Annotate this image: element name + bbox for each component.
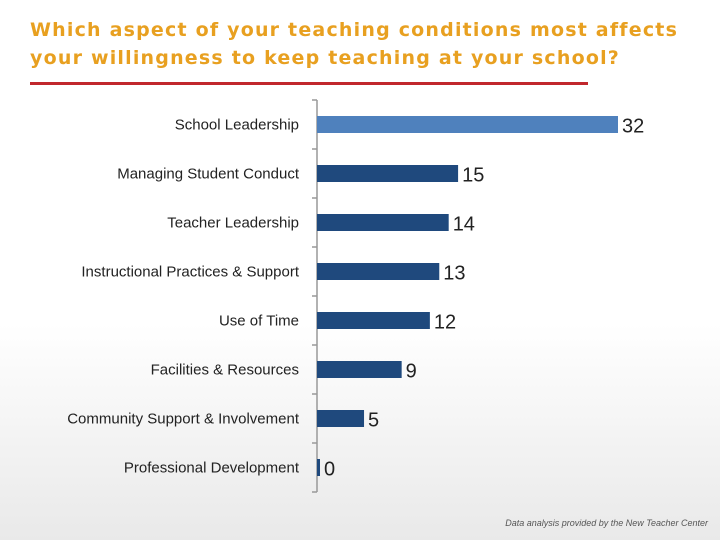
bar bbox=[317, 165, 459, 182]
title-underline bbox=[30, 82, 588, 85]
bar bbox=[317, 312, 430, 329]
category-label: Community Support & Involvement bbox=[67, 411, 300, 428]
data-label: 12 bbox=[434, 312, 456, 334]
chart-title-line-2: your willingness to keep teaching at you… bbox=[30, 47, 621, 69]
data-label: 5 bbox=[368, 410, 379, 432]
chart-title: Which aspect of your teaching conditions… bbox=[30, 16, 720, 72]
data-label: 13 bbox=[443, 263, 465, 285]
bar bbox=[317, 263, 440, 280]
data-label: 0 bbox=[324, 459, 335, 481]
category-label: Instructional Practices & Support bbox=[81, 264, 299, 281]
data-label: 9 bbox=[406, 361, 417, 383]
category-label: School Leadership bbox=[175, 117, 299, 134]
category-label: Use of Time bbox=[219, 313, 299, 330]
bar bbox=[317, 214, 449, 231]
data-label: 14 bbox=[453, 214, 475, 236]
data-label: 32 bbox=[622, 116, 644, 138]
bar bbox=[317, 410, 365, 427]
data-label: 15 bbox=[462, 165, 484, 187]
bar bbox=[317, 116, 618, 133]
footer-attribution: Data analysis provided by the New Teache… bbox=[505, 518, 708, 528]
category-label: Managing Student Conduct bbox=[117, 166, 300, 183]
category-label: Teacher Leadership bbox=[167, 215, 299, 232]
bar bbox=[317, 361, 402, 378]
category-label: Professional Development bbox=[124, 460, 300, 477]
category-label: Facilities & Resources bbox=[151, 362, 299, 379]
chart-title-line-1: Which aspect of your teaching conditions… bbox=[30, 19, 679, 41]
bar bbox=[317, 459, 320, 476]
